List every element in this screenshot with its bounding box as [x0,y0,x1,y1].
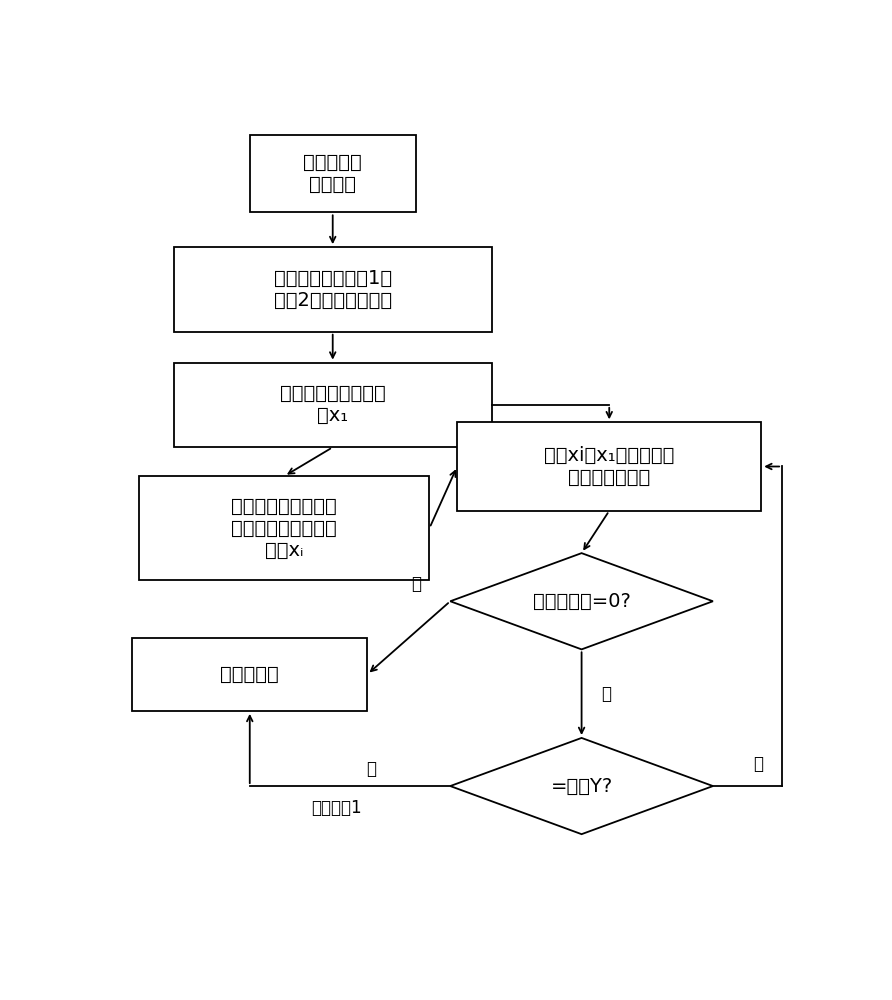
FancyBboxPatch shape [458,422,762,511]
Text: 是: 是 [410,575,421,593]
Text: 随钒杆移动，不断提
取不同帧图像的特征
子集xᵢ: 随钒杆移动，不断提 取不同帧图像的特征 子集xᵢ [231,497,337,560]
FancyBboxPatch shape [132,638,368,711]
Text: 否: 否 [601,685,611,703]
Text: 分析xi和x₁的像素差，
得到相似度量値: 分析xi和x₁的像素差， 得到相似度量値 [544,446,674,487]
Text: 计数器加1: 计数器加1 [310,799,361,817]
Text: 是: 是 [366,760,376,778]
Text: 否: 否 [753,755,763,773]
FancyBboxPatch shape [250,135,416,212]
Text: 钒杆出孔时
启动系统: 钒杆出孔时 启动系统 [303,153,362,194]
Text: 提取目标模板特征子
集x₁: 提取目标模板特征子 集x₁ [280,384,385,425]
Text: 确定目标模板（第1根
和第2根钒杆间节点）: 确定目标模板（第1根 和第2根钒杆间节点） [274,269,392,310]
Polygon shape [450,553,713,649]
Text: 读取计数器: 读取计数器 [220,665,279,684]
Text: 相似度量値=0?: 相似度量値=0? [533,592,631,611]
FancyBboxPatch shape [139,476,430,580]
FancyBboxPatch shape [174,247,491,332]
FancyBboxPatch shape [174,363,491,447]
Text: =阈値Y?: =阈値Y? [550,777,613,796]
Polygon shape [450,738,713,834]
